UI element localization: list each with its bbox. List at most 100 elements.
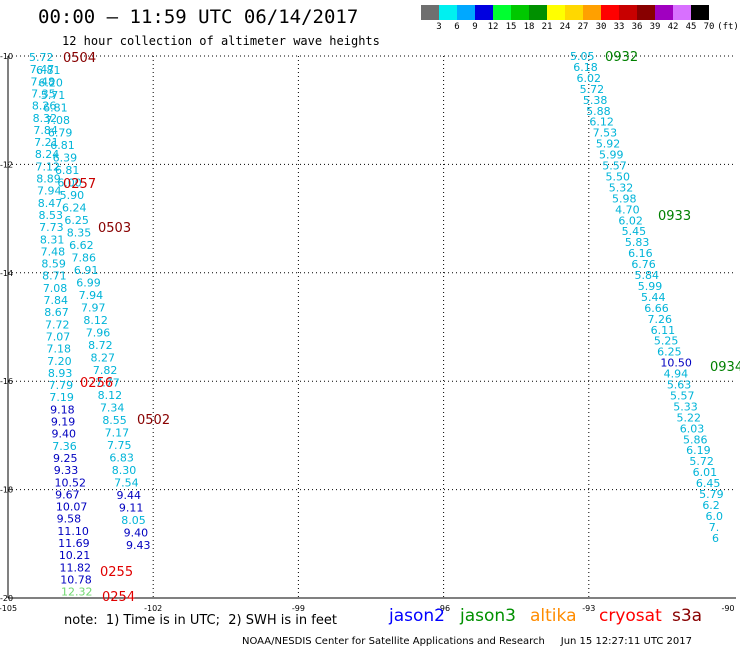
lon-label: -90 [721, 604, 734, 613]
wave-height-value: 8.53 [38, 209, 63, 222]
wave-height-value: 6 [712, 532, 719, 545]
pass-time-label: 0933 [658, 209, 691, 224]
legend-swatch [637, 5, 655, 20]
wave-height-value: 4.94 [664, 368, 689, 381]
legend-swatch [583, 5, 601, 20]
legend-label: 70 [703, 22, 715, 32]
legend-swatch [475, 5, 493, 20]
lon-label: -102 [144, 604, 162, 613]
wave-height-value: 7. [709, 521, 720, 534]
pass-time-label: 0257 [63, 177, 96, 192]
wave-height-value: 8.12 [83, 314, 108, 327]
pass-time-labels: 0504 0257 0503 0256 0502 0255 0254 0932 0933 0934 [63, 50, 740, 605]
wave-height-value: 6.02 [618, 214, 643, 227]
wave-height-value: 6.76 [631, 258, 656, 271]
legend-label: 15 [505, 22, 517, 32]
wave-height-value: 5.50 [606, 170, 631, 183]
wave-height-value: 7.97 [81, 302, 106, 315]
legend-unit: (ft) [717, 22, 739, 32]
wave-height-value: 7.73 [39, 221, 64, 234]
wave-height-value: 6.03 [680, 422, 705, 435]
lat-lon-grid [8, 55, 736, 598]
wave-height-value: 9.40 [52, 428, 77, 441]
wave-height-value: 6.19 [686, 444, 711, 457]
wave-height-value: 8.12 [98, 389, 123, 402]
lon-label: -96 [437, 604, 450, 613]
satellite-s3a: s3a [672, 606, 703, 626]
color-legend-bar [421, 5, 709, 20]
wave-height-value: 11.69 [58, 537, 90, 550]
wave-height-value: 8.31 [40, 233, 64, 246]
wave-height-value: 5.84 [635, 269, 660, 282]
page-subtitle: 12 hour collection of altimeter wave hei… [62, 34, 380, 48]
wave-height-value: 7.75 [107, 439, 132, 452]
wave-height-value: 7.54 [114, 477, 139, 490]
wave-height-value: 5.22 [677, 411, 702, 424]
wave-height-value: 9.33 [54, 464, 79, 477]
pass-time-label: 0932 [605, 50, 638, 65]
wave-height-value: 5.33 [673, 400, 698, 413]
wave-height-value: 7.35 [31, 87, 55, 100]
legend-label: 42 [667, 22, 679, 32]
legend-swatch [457, 5, 475, 20]
legend-label: 30 [595, 22, 607, 32]
legend-swatch [421, 5, 439, 20]
wave-height-value: 8.72 [88, 339, 113, 352]
wave-height-value: 7.82 [93, 364, 118, 377]
legend-swatch [655, 5, 673, 20]
pass-time-label: 0256 [80, 376, 113, 391]
pass-time-label: 0502 [137, 413, 170, 428]
wave-height-value: 8.24 [35, 148, 60, 161]
wave-height-value: 10.50 [660, 357, 692, 370]
footer-note: note: 1) Time is in UTC; 2) SWH is in fe… [64, 613, 337, 628]
page-title: 00:00 – 11:59 UTC 06/14/2017 [38, 6, 359, 28]
lon-label: -93 [582, 604, 595, 613]
wave-height-value: 6.83 [109, 452, 134, 465]
wave-height-value: 8.47 [38, 197, 63, 210]
map-frame [7, 56, 736, 599]
wave-height-value: 7.17 [105, 427, 129, 440]
lat-label: -16 [0, 377, 13, 386]
wave-height-value: 6.18 [573, 61, 598, 74]
wave-height-value: 7.53 [593, 127, 618, 140]
wave-height-value: 7.21 [34, 136, 59, 149]
wave-height-value: 5.99 [599, 149, 624, 162]
wave-height-value: 6.24 [62, 202, 86, 215]
wave-height-value: 8.71 [42, 270, 67, 283]
wave-height-value: 8.30 [112, 464, 137, 477]
legend-label: 12 [487, 22, 499, 32]
wave-height-value: 7.19 [49, 391, 73, 404]
wave-height-value: 12.32 [61, 586, 93, 599]
wave-height-value: 11.10 [57, 525, 88, 538]
wave-height-value: 5.71 [41, 89, 66, 102]
wave-height-value: 5.38 [583, 94, 608, 107]
wave-height-value: 5.99 [638, 280, 663, 293]
wave-height-value: 6.99 [76, 277, 101, 290]
wave-height-value: 10.78 [60, 573, 92, 586]
wave-height-value: 6.0 [706, 510, 724, 523]
legend-swatch [601, 5, 619, 20]
wave-height-value: 9.44 [117, 489, 141, 502]
satellite-cryosat: cryosat [599, 606, 662, 626]
wave-height-value: 6.2 [702, 499, 720, 512]
lat-label: -14 [0, 269, 13, 278]
wave-height-value: 7.08 [45, 114, 69, 127]
wave-height-value: 5.83 [625, 236, 650, 249]
wave-height-value: 5.57 [670, 389, 695, 402]
wave-height-value: 7.34 [100, 402, 125, 415]
wave-height-value: 11.82 [60, 561, 92, 574]
wave-height-value: 7.12 [36, 160, 61, 173]
legend-label: 18 [523, 22, 535, 32]
wave-height-value: 6.11 [651, 324, 676, 337]
wave-height-value: 9.19 [51, 416, 75, 429]
wave-height-value: 6.81 [36, 64, 61, 77]
wave-height-value: 7.94 [79, 289, 104, 302]
legend-label: 3 [436, 22, 442, 32]
legend-swatch [493, 5, 511, 20]
lon-label: -105 [0, 604, 17, 613]
legend-label: 45 [685, 22, 697, 32]
wave-height-value: 9.40 [124, 527, 149, 540]
wave-height-value: 8.93 [48, 367, 72, 380]
legend-swatch [547, 5, 565, 20]
wave-height-value: 7.47 [30, 63, 55, 76]
